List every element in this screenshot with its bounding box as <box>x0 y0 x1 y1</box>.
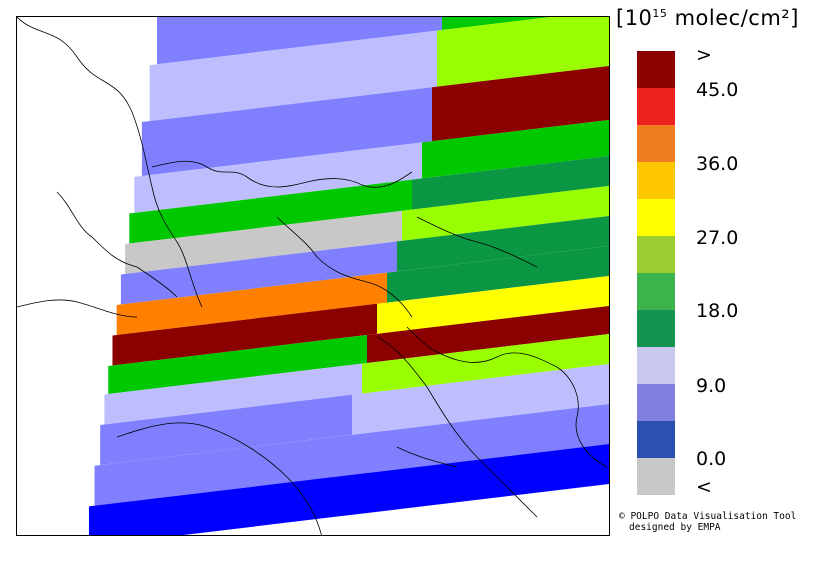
border-line <box>276 216 413 318</box>
legend-swatch <box>637 125 675 162</box>
legend-unit-title: [1015 molec/cm²] <box>616 6 799 30</box>
credit-line-2: designed by EMPA <box>629 522 721 533</box>
swath-pixel <box>134 142 422 213</box>
swath-pixel <box>437 17 609 87</box>
map-panel[interactable] <box>16 16 610 536</box>
satellite-pixels <box>88 17 609 535</box>
legend-label: 27.0 <box>696 227 739 249</box>
legend-label: > <box>696 44 712 66</box>
swath-pixel <box>157 17 442 65</box>
swath-pixel <box>100 394 352 466</box>
swath-pixel <box>367 305 609 363</box>
legend-label: 9.0 <box>696 375 727 397</box>
legend-label: 36.0 <box>696 153 739 175</box>
legend-swatch <box>637 458 675 495</box>
legend-label: 18.0 <box>696 300 739 322</box>
swath-pixel <box>141 87 432 177</box>
swath-pixel <box>149 30 437 122</box>
coast-line <box>116 422 322 535</box>
credit-line-1: © POLPO Data Visualisation Tool <box>619 511 797 522</box>
coast-line <box>406 326 608 468</box>
coast-line <box>376 336 538 518</box>
swath-pixel <box>129 179 412 244</box>
swath-pixel <box>120 241 397 305</box>
legend-swatch <box>637 384 675 421</box>
legend-swatch <box>637 421 675 458</box>
border-line <box>416 216 538 268</box>
swath-pixel <box>88 477 327 535</box>
border-line <box>17 17 203 308</box>
swath-pixel <box>94 436 337 506</box>
legend-label: 0.0 <box>696 448 727 470</box>
legend-swatch <box>637 236 675 273</box>
swath-pixel <box>362 333 609 394</box>
swath-pixel <box>108 335 367 395</box>
border-line <box>151 160 413 188</box>
coastlines-borders <box>17 17 608 535</box>
swath-pixel <box>412 155 609 210</box>
legend-swatch <box>637 51 675 88</box>
swath-pixel <box>397 215 609 272</box>
legend-swatch <box>637 88 675 125</box>
swath-pixel <box>352 363 609 435</box>
legend-swatch <box>637 310 675 347</box>
swath-pixel <box>116 272 388 336</box>
swath-pixel <box>104 363 363 425</box>
swath-pixel <box>125 210 402 275</box>
border-line <box>56 191 178 298</box>
legend-swatch <box>637 347 675 384</box>
swath-pixel <box>432 65 609 142</box>
swath-pixel <box>387 245 609 303</box>
coast-line <box>396 446 458 468</box>
legend-label: 45.0 <box>696 79 739 101</box>
border-line <box>17 299 138 318</box>
swath-pixel <box>112 303 377 366</box>
credit-text: © POLPO Data Visualisation Tool designed… <box>619 511 796 533</box>
swath-pixel <box>327 443 609 518</box>
swath-pixel <box>377 275 609 334</box>
swath-pixel <box>422 119 609 179</box>
legend-swatch <box>637 199 675 236</box>
swath-pixel <box>337 403 609 477</box>
legend-swatch <box>637 162 675 199</box>
legend-swatch <box>637 273 675 310</box>
swath-map <box>17 17 609 535</box>
legend-label: < <box>696 476 712 498</box>
swath-pixel <box>402 185 609 241</box>
